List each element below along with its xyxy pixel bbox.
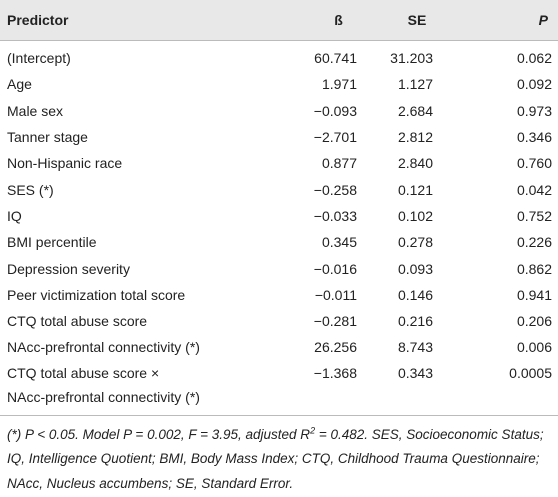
table-cell: 0.092 — [516, 76, 552, 93]
table-cell: 0.346 — [516, 129, 552, 146]
table-cell: 2.812 — [397, 129, 433, 146]
table-cell: −0.281 — [313, 313, 357, 330]
table-cell: −0.011 — [314, 286, 357, 303]
table-cell: −1.368 — [270, 360, 365, 416]
table-row: Age 1.971 1.127 0.092 — [0, 71, 558, 97]
table-cell: Tanner stage — [7, 129, 88, 146]
table-cell: (Intercept) — [7, 50, 71, 67]
table-cell: IQ — [7, 207, 22, 224]
table-cell: 0.006 — [516, 339, 552, 356]
table-cell: CTQ total abuse score — [7, 313, 148, 330]
table-cell: CTQ total abuse score × NAcc-prefrontal … — [0, 360, 270, 416]
table-cell: −0.016 — [313, 260, 357, 277]
table-cell: 0.093 — [397, 260, 433, 277]
table-cell: Depression severity — [7, 260, 130, 277]
header-cell: SE — [365, 0, 447, 41]
table-cell: BMI percentile — [7, 234, 97, 251]
regression-table: Predictor ß SE P (Intercept) 60.741 31.203 0.0… — [0, 0, 558, 416]
table-row: Non-Hispanic race 0.877 2.840 0.760 — [0, 150, 558, 176]
table-row: NAcc-prefrontal connectivity (*) 26.256 8.… — [0, 334, 558, 360]
table-cell: −0.093 — [313, 102, 357, 119]
table-row: (Intercept) 60.741 31.203 0.062 — [0, 41, 558, 72]
table-row: Male sex −0.093 2.684 0.973 — [0, 98, 558, 124]
table-cell: 0.345 — [321, 234, 357, 251]
table-cell: 0.121 — [397, 181, 433, 198]
footnote-text: (*) P < 0.05. Model P = 0.002, F = 3.95,… — [7, 426, 311, 442]
table-cell: 0.343 — [365, 360, 447, 416]
table-cell: −2.701 — [313, 129, 357, 146]
table-cell: 60.741 — [314, 50, 357, 67]
table-cell: 26.256 — [314, 339, 357, 356]
table-cell: 8.743 — [397, 339, 433, 356]
table-cell: 0.752 — [516, 207, 552, 224]
table-cell: 0.226 — [516, 234, 552, 251]
table-cell: 0.862 — [516, 260, 552, 277]
header-cell: P — [447, 0, 558, 41]
table-row: Peer victimization total score −0.011 0.14… — [0, 282, 558, 308]
footnote-superscript: 2 — [310, 425, 316, 436]
header-row: Predictor ß SE P — [0, 0, 558, 41]
table-cell: 0.146 — [397, 286, 433, 303]
table-cell: 0.760 — [516, 155, 552, 172]
footnote-text: = 0.482. SES, Socioeconomic Status; IQ, … — [7, 426, 544, 491]
header-cell: ß — [270, 0, 365, 41]
table-row: CTQ total abuse score −0.281 0.216 0.206 — [0, 308, 558, 334]
table-cell: Male sex — [7, 102, 64, 119]
table-cell: Age — [7, 76, 32, 93]
table-cell: Peer victimization total score — [7, 286, 186, 303]
table-cell: Non-Hispanic race — [7, 155, 123, 172]
table-cell: 0.062 — [516, 50, 552, 67]
table-cell: 31.203 — [390, 50, 433, 67]
table-row: IQ −0.033 0.102 0.752 — [0, 203, 558, 229]
table-cell: −0.033 — [313, 207, 357, 224]
table-cell: SES (*) — [7, 181, 54, 198]
table-row: SES (*) −0.258 0.121 0.042 — [0, 176, 558, 202]
table-row: Depression severity −0.016 0.093 0.862 — [0, 255, 558, 281]
table-cell: 0.941 — [516, 286, 552, 303]
table-cell: NAcc-prefrontal connectivity (*) — [7, 339, 200, 356]
table-row: CTQ total abuse score × NAcc-prefrontal … — [0, 360, 558, 416]
table-cell: 0.206 — [516, 313, 552, 330]
table-cell: 0.102 — [397, 207, 433, 224]
table-cell: 0.216 — [397, 313, 433, 330]
table-cell: 1.127 — [397, 76, 433, 93]
table-row: BMI percentile 0.345 0.278 0.226 — [0, 229, 558, 255]
table-row: Tanner stage −2.701 2.812 0.346 — [0, 124, 558, 150]
table-body: (Intercept) 60.741 31.203 0.062 Age 1.971 1.12… — [0, 41, 558, 416]
footnote: (*) P < 0.05. Model P = 0.002, F = 3.95,… — [0, 416, 558, 497]
table-cell: 0.042 — [516, 181, 552, 198]
header-cell: Predictor — [0, 0, 270, 41]
table-cell: 0.877 — [321, 155, 357, 172]
table-cell: 1.971 — [321, 76, 357, 93]
table-cell: −0.258 — [313, 181, 357, 198]
table-cell: 2.840 — [397, 155, 433, 172]
table-cell: 0.973 — [516, 102, 552, 119]
table-cell: 0.278 — [397, 234, 433, 251]
table-cell: 0.0005 — [447, 360, 558, 416]
table-cell: 2.684 — [397, 102, 433, 119]
